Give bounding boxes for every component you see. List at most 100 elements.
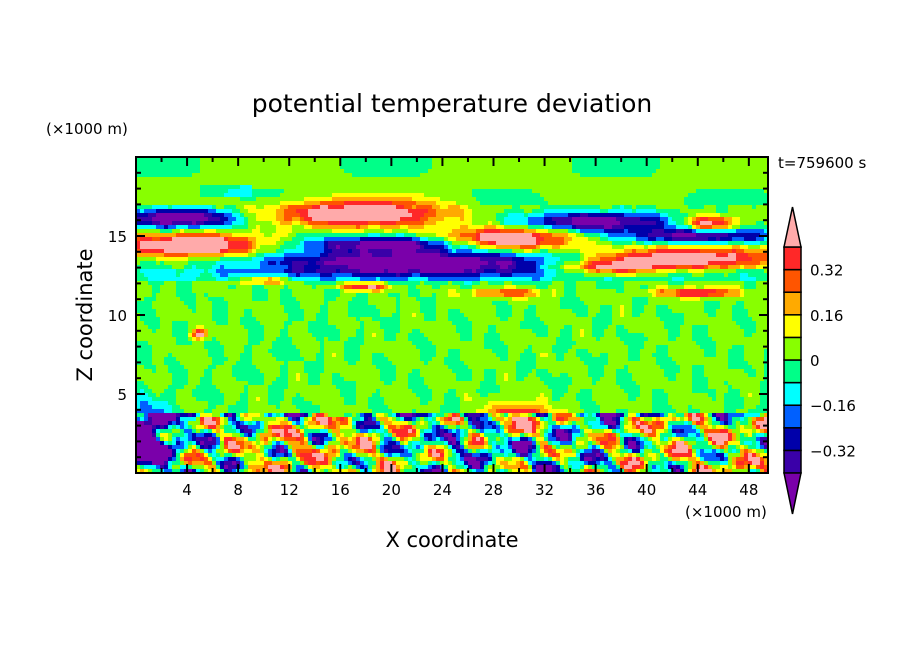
- contour-cell: [588, 157, 593, 162]
- contour-cell: [208, 273, 213, 278]
- contour-cell: [720, 177, 725, 182]
- contour-cell: [696, 201, 701, 206]
- contour-cell: [240, 157, 245, 162]
- contour-cell: [248, 169, 253, 174]
- contour-cell: [660, 185, 665, 190]
- contour-cell: [320, 225, 325, 230]
- contour-cell: [296, 281, 301, 286]
- contour-cell: [544, 201, 549, 206]
- contour-cell: [476, 241, 481, 246]
- contour-cell: [440, 277, 445, 282]
- contour-cell: [156, 237, 161, 242]
- contour-cell: [340, 177, 345, 182]
- contour-cell: [760, 277, 765, 282]
- contour-cell: [264, 213, 269, 218]
- contour-cell: [396, 213, 401, 218]
- contour-cell: [256, 201, 261, 206]
- contour-cell: [572, 189, 577, 194]
- contour-cell: [648, 269, 653, 274]
- contour-cell: [484, 245, 489, 250]
- contour-cell: [272, 241, 277, 246]
- contour-cell: [400, 161, 405, 166]
- contour-cell: [512, 209, 517, 214]
- contour-cell: [584, 161, 589, 166]
- contour-cell: [228, 157, 233, 162]
- contour-cell: [624, 165, 629, 170]
- contour-cell: [380, 209, 385, 214]
- contour-cell: [320, 265, 325, 270]
- contour-cell: [244, 229, 249, 234]
- contour-cell: [576, 221, 581, 226]
- contour-cell: [204, 177, 209, 182]
- contour-cell: [736, 173, 741, 178]
- contour-cell: [548, 261, 553, 266]
- contour-cell: [152, 241, 157, 246]
- contour-cell: [484, 261, 489, 266]
- contour-cell: [656, 225, 661, 230]
- contour-cell: [760, 273, 765, 278]
- contour-cell: [392, 273, 397, 278]
- contour-cell: [272, 225, 277, 230]
- contour-cell: [168, 269, 173, 274]
- contour-cell: [184, 173, 189, 178]
- contour-cell: [480, 193, 485, 198]
- contour-cell: [240, 265, 245, 270]
- contour-cell: [740, 165, 745, 170]
- contour-cell: [560, 273, 565, 278]
- contour-cell: [304, 169, 309, 174]
- contour-cell: [428, 273, 433, 278]
- contour-cell: [568, 241, 573, 246]
- contour-cell: [612, 161, 617, 166]
- contour-cell: [164, 277, 169, 282]
- contour-cell: [332, 165, 337, 170]
- contour-cell: [284, 277, 289, 282]
- contour-cell: [312, 269, 317, 274]
- contour-cell: [300, 209, 305, 214]
- contour-cell: [176, 193, 181, 198]
- contour-cell: [728, 237, 733, 242]
- contour-cell: [148, 185, 153, 190]
- contour-cell: [232, 245, 237, 250]
- contour-cell: [652, 261, 657, 266]
- contour-cell: [256, 213, 261, 218]
- contour-cell: [272, 169, 277, 174]
- contour-cell: [608, 205, 613, 210]
- contour-cell: [724, 233, 729, 238]
- contour-cell: [332, 265, 337, 270]
- contour-cell: [576, 197, 581, 202]
- contour-cell: [640, 221, 645, 226]
- contour-cell: [712, 201, 717, 206]
- contour-cell: [468, 221, 473, 226]
- contour-cell: [264, 273, 269, 278]
- contour-cell: [452, 165, 457, 170]
- contour-cell: [192, 281, 197, 286]
- contour-cell: [180, 237, 185, 242]
- contour-cell: [560, 181, 565, 186]
- contour-cell: [556, 221, 561, 226]
- contour-cell: [196, 169, 201, 174]
- contour-cell: [156, 193, 161, 198]
- contour-cell: [704, 241, 709, 246]
- contour-cell: [644, 185, 649, 190]
- contour-cell: [724, 245, 729, 250]
- contour-cell: [316, 173, 321, 178]
- contour-cell: [280, 265, 285, 270]
- contour-cell: [320, 269, 325, 274]
- contour-cell: [688, 165, 693, 170]
- contour-cell: [440, 201, 445, 206]
- contour-cell: [356, 281, 361, 286]
- contour-cell: [396, 181, 401, 186]
- contour-cell: [184, 249, 189, 254]
- contour-cell: [224, 225, 229, 230]
- contour-cell: [452, 249, 457, 254]
- contour-cell: [748, 261, 753, 266]
- contour-cell: [508, 197, 513, 202]
- contour-cell: [340, 265, 345, 270]
- contour-cell: [660, 225, 665, 230]
- contour-cell: [492, 233, 497, 238]
- contour-cell: [536, 233, 541, 238]
- contour-cell: [604, 173, 609, 178]
- contour-cell: [428, 181, 433, 186]
- contour-cell: [740, 261, 745, 266]
- contour-cell: [628, 233, 633, 238]
